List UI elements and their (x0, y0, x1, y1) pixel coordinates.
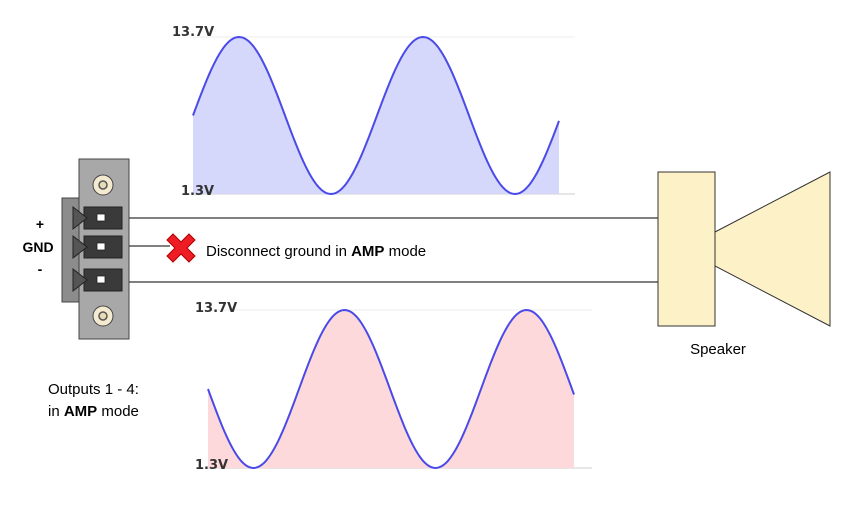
speaker-magnet (657, 171, 716, 327)
waveform-bottom-max-label: 13.7V (195, 301, 237, 316)
disconnect-note: Disconnect ground in AMP mode (206, 243, 426, 260)
screw-bottom (92, 305, 114, 327)
terminal-pin-gnd (72, 234, 123, 260)
wires (122, 217, 658, 283)
screw-top (92, 174, 114, 196)
disconnect-note-suffix: mode (384, 243, 426, 260)
waveform-top-line (192, 35, 560, 196)
waveform-bottom-fill (208, 310, 574, 468)
waveform-top: 13.7V 1.3V (172, 25, 575, 199)
waveform-bottom-line (207, 308, 575, 470)
speaker-icon (657, 171, 831, 327)
outputs-caption-suffix: mode (97, 403, 139, 420)
pin-label-gnd: GND (22, 239, 53, 255)
pin-label-minus: - (38, 261, 43, 277)
disconnect-note-prefix: Disconnect ground in (206, 243, 351, 260)
speaker-cone (714, 171, 831, 327)
terminal-pin-plus (72, 205, 123, 231)
waveform-top-fill (193, 37, 559, 194)
waveform-bottom: 13.7V 1.3V (195, 301, 592, 473)
outputs-caption-prefix: in (48, 403, 64, 420)
waveform-bottom-min-label: 1.3V (195, 458, 228, 473)
waveform-top-min-label: 1.3V (181, 184, 214, 199)
outputs-caption-line1: Outputs 1 - 4: (48, 381, 139, 398)
red-x-icon (166, 233, 196, 263)
outputs-caption-line2: in AMP mode (48, 403, 139, 420)
terminal-block (61, 158, 130, 340)
terminal-pin-minus (72, 267, 123, 293)
speaker-label: Speaker (690, 341, 746, 358)
outputs-caption-bold: AMP (64, 403, 97, 420)
waveform-top-max-label: 13.7V (172, 25, 214, 40)
disconnect-note-bold: AMP (351, 243, 384, 260)
pin-label-plus: + (36, 216, 44, 232)
